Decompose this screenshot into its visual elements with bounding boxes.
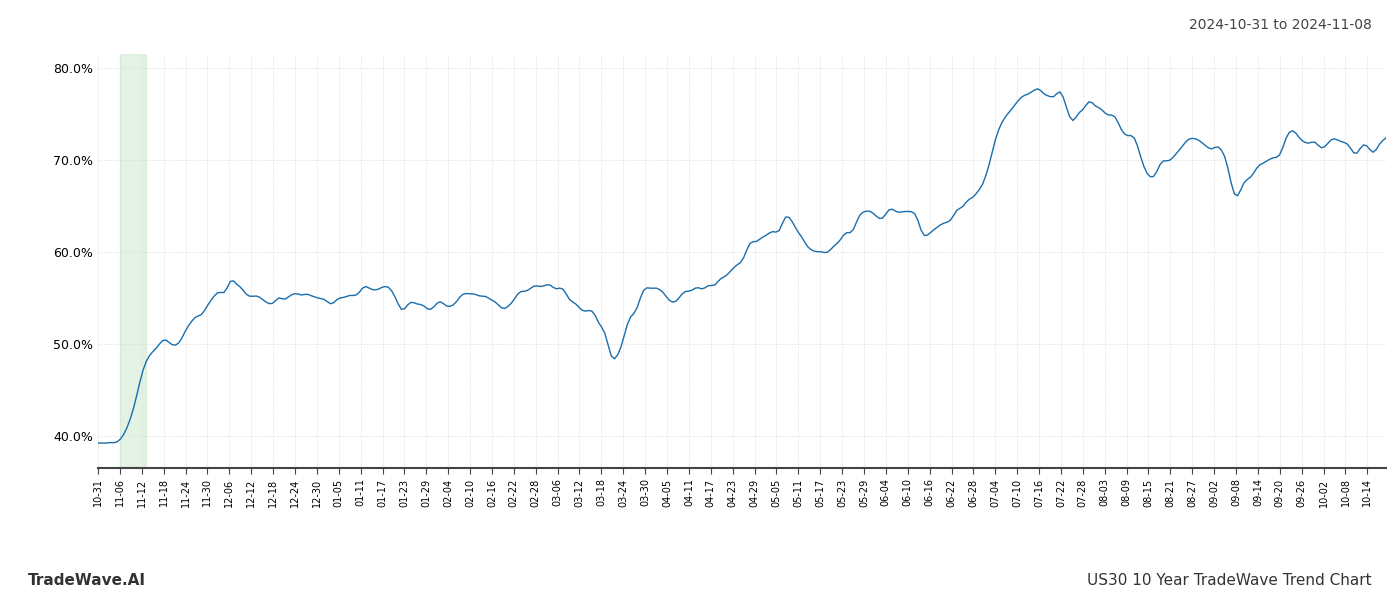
Text: TradeWave.AI: TradeWave.AI [28, 573, 146, 588]
Text: US30 10 Year TradeWave Trend Chart: US30 10 Year TradeWave Trend Chart [1088, 573, 1372, 588]
Bar [120, 54, 146, 468]
Text: 2024-10-31 to 2024-11-08: 2024-10-31 to 2024-11-08 [1189, 18, 1372, 32]
